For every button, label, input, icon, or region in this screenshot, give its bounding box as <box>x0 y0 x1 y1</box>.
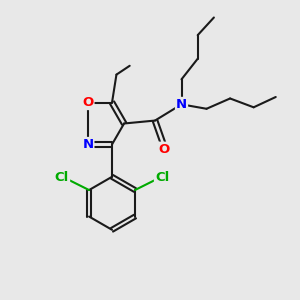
Text: N: N <box>176 98 187 111</box>
Text: Cl: Cl <box>55 171 69 184</box>
Text: N: N <box>82 138 93 151</box>
Text: O: O <box>158 142 169 156</box>
Text: O: O <box>82 96 94 109</box>
Text: Cl: Cl <box>155 171 169 184</box>
